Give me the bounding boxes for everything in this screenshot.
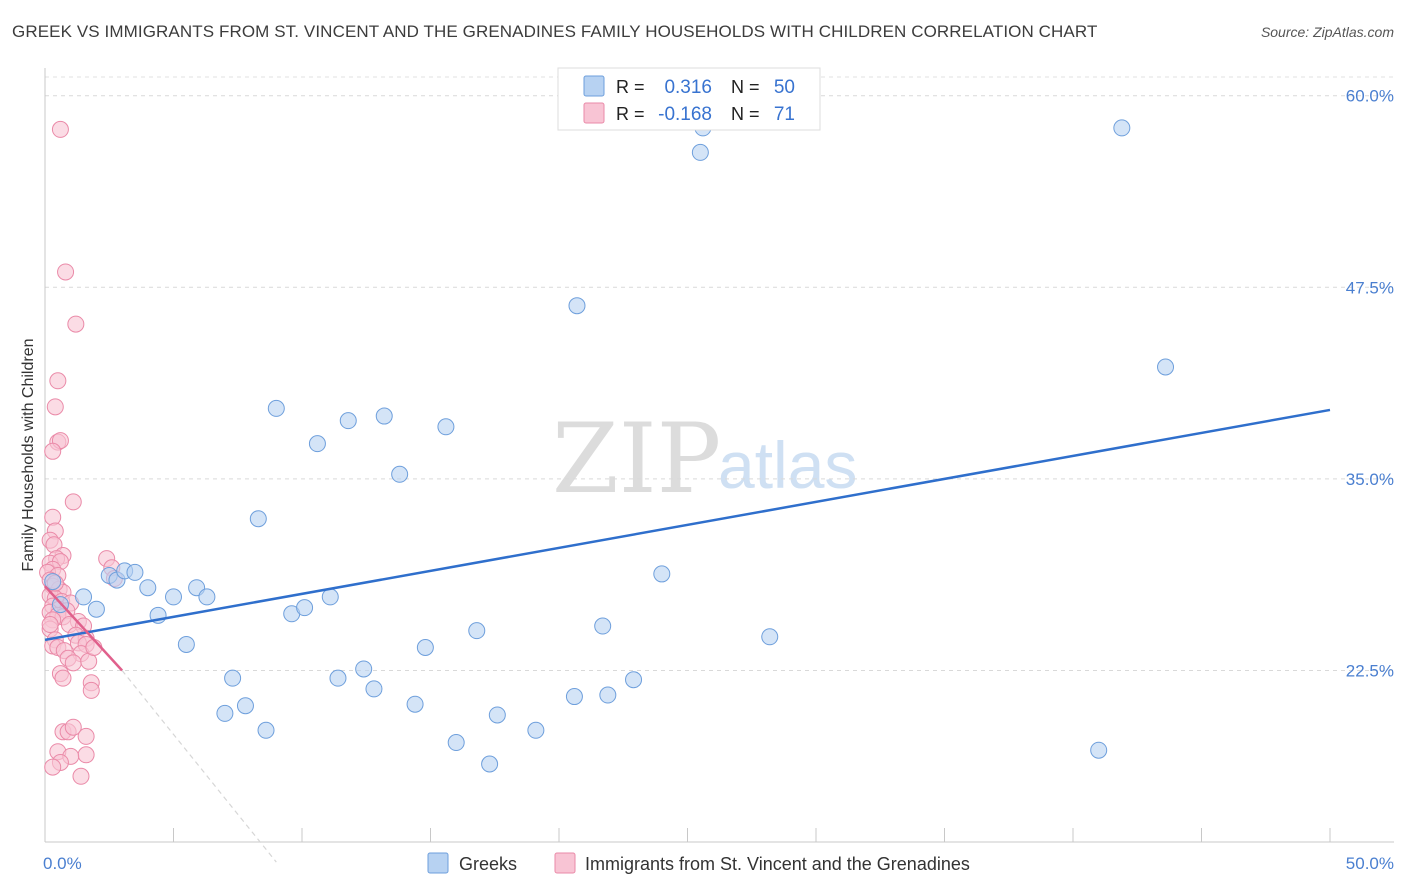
legend-swatch-greeks [583, 75, 605, 97]
immigrants-point-66 [44, 758, 62, 776]
greeks-point-38 [568, 297, 586, 315]
bottom-legend-label-immigrants: Immigrants from St. Vincent and the Gren… [585, 854, 970, 874]
y-tick-label-22-5: 22.5% [1346, 662, 1394, 681]
greeks-point-41 [625, 671, 643, 689]
greeks-point-24 [339, 412, 357, 430]
legend-r-label-greeks: R = [616, 77, 645, 97]
greeks-point-42 [653, 565, 671, 583]
greeks-point-48 [1157, 358, 1175, 376]
immigrants-point-61 [77, 727, 95, 745]
greeks-point-21 [308, 435, 326, 453]
immigrants-point-60 [64, 718, 82, 736]
immigrants-point-3 [49, 372, 67, 390]
legend-n-value-greeks: 50 [774, 77, 795, 98]
grid-lines [45, 76, 1394, 671]
watermark-zip: ZIP [552, 403, 721, 515]
greeks-point-16 [249, 510, 267, 528]
greeks-point-46 [1090, 741, 1108, 759]
greeks-point-35 [488, 706, 506, 724]
greeks-point-17 [257, 721, 275, 739]
greeks-point-10 [177, 635, 195, 653]
legend-swatch-immigrants [583, 102, 605, 124]
chart-title: GREEK VS IMMIGRANTS FROM ST. VINCENT AND… [12, 22, 1098, 41]
greeks-point-9 [165, 588, 182, 606]
greeks-point-12 [198, 588, 216, 606]
greeks-point-40 [599, 686, 617, 704]
greeks-point-32 [447, 734, 465, 752]
source-credit: Source: ZipAtlas.com [1260, 24, 1394, 40]
greeks-point-6 [126, 563, 144, 581]
y-axis-label: Family Households with Children [20, 339, 37, 572]
legend-r-value-immigrants: -0.168 [658, 104, 712, 125]
legend-n-value-immigrants: 71 [774, 104, 795, 125]
greeks-point-14 [224, 669, 242, 687]
legend-r-value-greeks: 0.316 [664, 77, 712, 98]
greeks-point-22 [321, 588, 339, 606]
greeks-point-1 [75, 588, 93, 606]
greeks-point-28 [391, 465, 409, 483]
immigrants-point-70 [41, 616, 59, 634]
greeks-point-43 [691, 143, 709, 161]
greeks-point-29 [406, 695, 424, 713]
immigrants-point-9 [44, 508, 62, 526]
immigrants-trend-extension [121, 670, 277, 863]
greeks-point-31 [437, 418, 455, 436]
greeks-point-30 [416, 639, 434, 657]
y-axis-tick-labels: 22.5% 35.0% 47.5% 60.0% [1346, 87, 1394, 681]
bottom-legend-label-greeks: Greeks [459, 854, 517, 874]
immigrants-point-52 [64, 654, 82, 672]
x-axis-ticks [44, 828, 1331, 842]
stats-legend: R = 0.316 N = 50 R = -0.168 N = 71 [557, 67, 821, 131]
axes [44, 68, 1394, 843]
greeks-point-7 [139, 579, 157, 597]
legend-n-label-greeks: N = [731, 77, 760, 97]
immigrants-point-55 [54, 669, 72, 687]
y-tick-label-60-0: 60.0% [1346, 87, 1394, 106]
greeks-point-27 [375, 407, 393, 425]
greeks-point-2 [87, 600, 105, 618]
greeks-point-15 [236, 697, 254, 715]
series-immigrants-points [39, 120, 123, 785]
x-tick-label-min: 0.0% [43, 854, 82, 873]
immigrants-point-4 [46, 398, 64, 416]
immigrants-point-63 [77, 746, 95, 764]
bottom-legend-swatch-greeks [427, 852, 449, 874]
greeks-point-39 [594, 617, 612, 635]
immigrants-point-57 [82, 681, 100, 699]
watermark-atlas: atlas [718, 428, 857, 502]
immigrants-point-67 [72, 767, 90, 785]
greeks-point-20 [296, 599, 314, 617]
immigrants-point-7 [44, 442, 62, 460]
legend-r-label-immigrants: R = [616, 104, 645, 124]
greeks-point-34 [481, 755, 499, 773]
bottom-legend-swatch-immigrants [554, 852, 576, 874]
y-tick-label-35-0: 35.0% [1346, 470, 1394, 489]
trend-lines [44, 408, 1331, 863]
greeks-point-18 [267, 399, 285, 417]
legend-n-label-immigrants: N = [731, 104, 760, 124]
greeks-point-47 [1113, 119, 1131, 137]
greeks-point-0 [44, 573, 62, 591]
series-legend: Greeks Immigrants from St. Vincent and t… [427, 852, 970, 874]
immigrants-point-1 [57, 263, 75, 281]
x-tick-label-max: 50.0% [1346, 854, 1394, 873]
immigrants-trend-line [44, 585, 124, 672]
greeks-trend-line [44, 408, 1331, 642]
greeks-point-33 [468, 622, 486, 640]
greeks-point-25 [355, 660, 373, 678]
greeks-point-37 [565, 688, 583, 706]
greeks-point-36 [527, 721, 545, 739]
greeks-point-45 [761, 628, 779, 646]
y-tick-label-47-5: 47.5% [1346, 278, 1394, 297]
immigrants-point-8 [64, 493, 82, 511]
greeks-point-13 [216, 704, 234, 722]
watermark: ZIP atlas [552, 403, 857, 515]
greeks-point-26 [365, 680, 383, 698]
greeks-point-23 [329, 669, 347, 687]
immigrants-point-0 [51, 120, 69, 138]
immigrants-point-2 [67, 315, 85, 333]
